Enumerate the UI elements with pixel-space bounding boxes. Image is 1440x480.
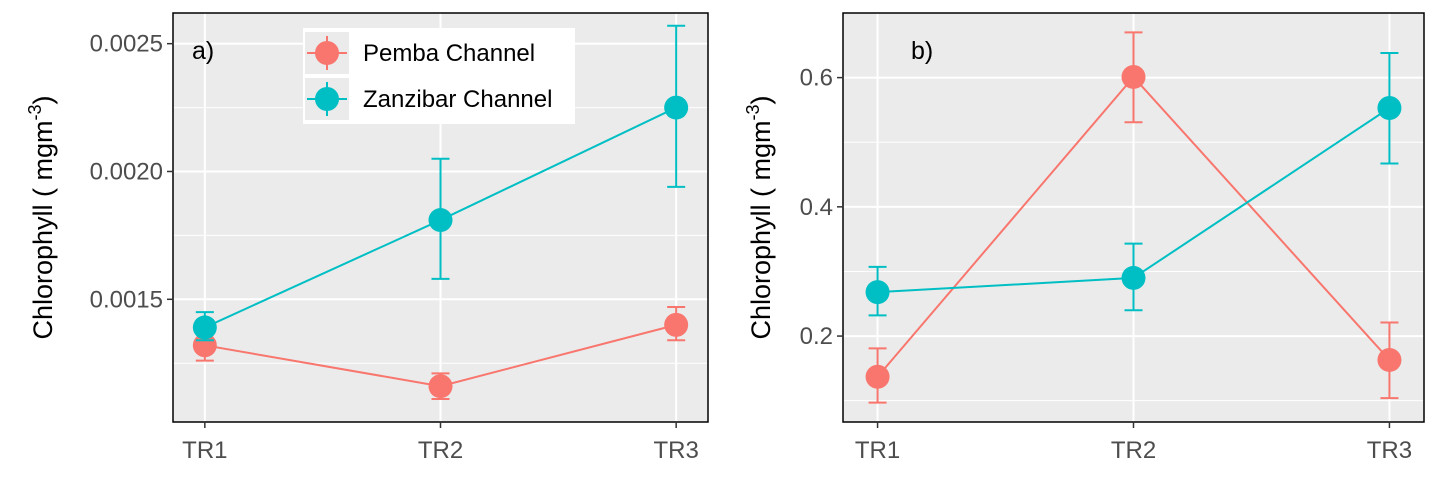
x-tick-label: TR1 xyxy=(182,437,227,464)
x-tick-label: TR3 xyxy=(1367,437,1412,464)
data-point xyxy=(428,208,453,233)
x-tick-label: TR2 xyxy=(418,437,463,464)
y-tick-label: 0.0015 xyxy=(90,286,163,313)
y-tick-label: 0.0025 xyxy=(90,31,163,58)
y-axis-title: Chlorophyll ( mgm-3) xyxy=(25,95,58,339)
x-tick-label: TR2 xyxy=(1111,437,1156,464)
data-point xyxy=(1377,347,1402,372)
y-tick-label: 0.4 xyxy=(800,194,833,221)
data-point xyxy=(865,364,890,389)
y-tick-label: 0.6 xyxy=(800,65,833,92)
legend-entry-label: Pemba Channel xyxy=(363,40,535,67)
data-point xyxy=(428,374,453,399)
data-point xyxy=(1121,64,1146,89)
legend-key-point xyxy=(315,41,339,65)
legend: Pemba Channel Zanzibar Channel xyxy=(303,28,575,124)
y-tick-label: 0.2 xyxy=(800,323,833,350)
y-axis-title: Chlorophyll ( mgm-3) xyxy=(743,95,776,339)
panel-label: a) xyxy=(192,37,214,65)
x-tick-label: TR3 xyxy=(653,437,698,464)
data-point xyxy=(865,280,890,305)
chart-panel-a: 0.0015 0.0020 0.0025 TR1 TR2 TR3 Chlorophyll (… xyxy=(25,12,709,464)
x-tick-label: TR1 xyxy=(855,437,900,464)
data-point xyxy=(664,312,689,337)
legend-key-point xyxy=(315,87,339,111)
data-point xyxy=(192,315,217,340)
data-point xyxy=(1121,265,1146,290)
panel-label: b) xyxy=(911,37,933,65)
data-point xyxy=(1377,95,1402,120)
y-tick-label: 0.0020 xyxy=(90,158,163,185)
data-point xyxy=(664,95,689,120)
legend-entry-label: Zanzibar Channel xyxy=(363,86,552,113)
chart-panel-b: 0.2 0.4 0.6 TR1 TR2 TR3 Chlorophyll ( mgm-3) b) xyxy=(743,12,1425,464)
